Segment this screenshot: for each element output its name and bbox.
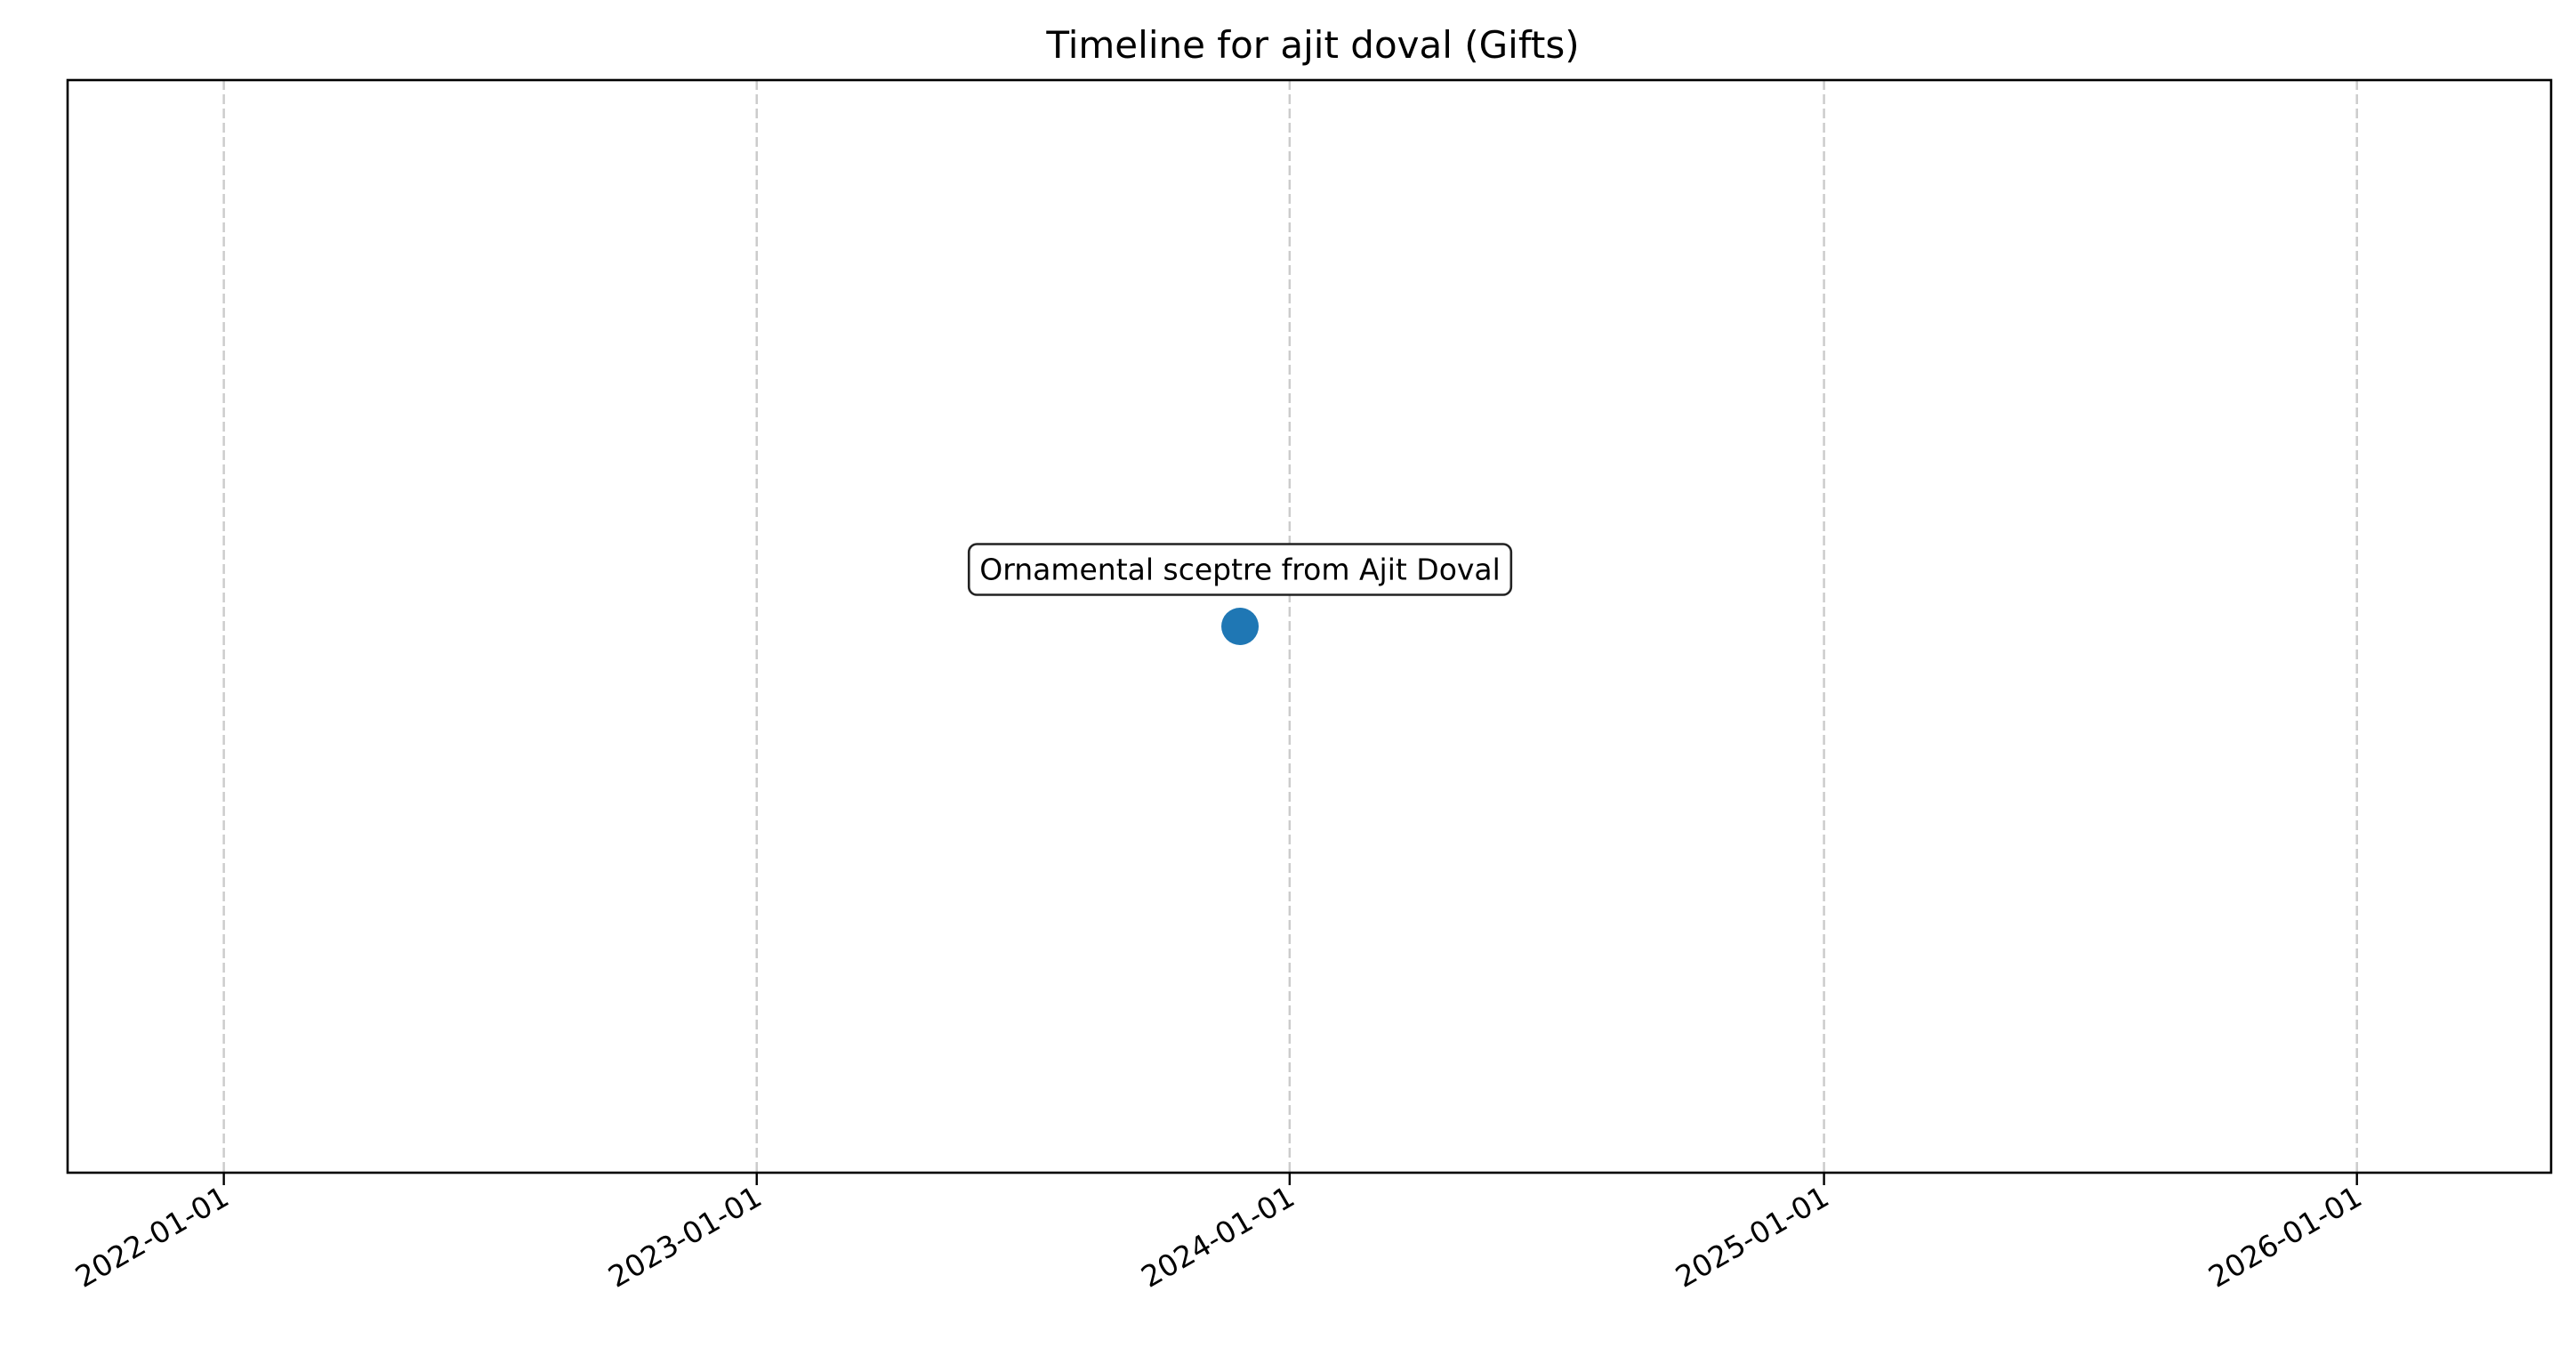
chart-title: Timeline for ajit doval (Gifts) [1045,23,1579,67]
grid-lines [222,80,2358,1173]
event-marker [1221,608,1260,645]
event-annotation: Ornamental sceptre from Ajit Doval [967,543,1513,596]
data-points: Ornamental sceptre from Ajit Doval [967,543,1513,645]
annotation-box [967,543,1513,596]
annotation-label: Ornamental sceptre from Ajit Doval [979,553,1501,587]
plot-frame [66,78,2553,1174]
axes [66,78,2553,1174]
